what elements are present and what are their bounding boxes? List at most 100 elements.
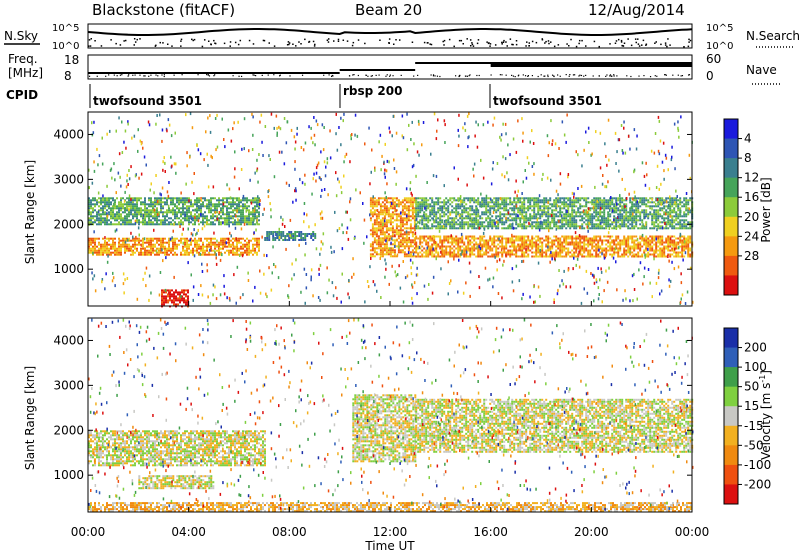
heatmap-cell <box>443 201 446 204</box>
freq-panel: Freq. [MHz] 18 8 60 0 Nave <box>8 52 780 85</box>
heatmap-cell <box>156 217 158 220</box>
heatmap-cell <box>585 239 588 242</box>
heatmap-cell <box>583 247 586 250</box>
heatmap-cell <box>635 223 638 226</box>
heatmap-cell <box>150 241 152 244</box>
heatmap-cell <box>567 253 570 256</box>
heatmap-cell <box>371 201 374 204</box>
heatmap-cell <box>493 241 496 244</box>
heatmap-cell <box>567 223 570 226</box>
heatmap-cell <box>375 219 378 222</box>
heatmap-cell <box>595 203 598 206</box>
heatmap-cell <box>152 205 154 208</box>
heatmap-cell <box>531 197 534 200</box>
heatmap-cell <box>126 221 128 224</box>
heatmap-cell <box>184 211 186 214</box>
heatmap-cell <box>216 207 218 210</box>
heatmap-cell <box>553 255 556 258</box>
heatmap-cell <box>184 207 186 210</box>
heatmap-cell <box>521 209 524 212</box>
heatmap-cell <box>553 253 556 256</box>
heatmap-cell <box>142 245 144 248</box>
heatmap-cell <box>411 241 414 244</box>
heatmap-cell <box>172 249 174 252</box>
heatmap-cell <box>497 223 500 226</box>
heatmap-cell <box>615 245 618 248</box>
noise-search-dot <box>642 39 645 42</box>
noise-search-dot <box>667 38 669 40</box>
heatmap-cell <box>393 197 396 200</box>
heatmap-cell <box>519 239 522 242</box>
heatmap-cell <box>533 205 536 208</box>
heatmap-cell <box>218 197 220 200</box>
heatmap-cell <box>196 209 198 212</box>
heatmap-cell <box>185 295 187 298</box>
noise-search-dot <box>427 42 429 44</box>
heatmap-cell <box>651 239 654 242</box>
heatmap-cell <box>164 223 166 226</box>
heatmap-cell <box>495 235 498 238</box>
heatmap-cell <box>246 197 248 200</box>
heatmap-cell <box>250 217 252 220</box>
heatmap-cell <box>162 197 164 200</box>
heatmap-cell <box>252 217 254 220</box>
heatmap-cell <box>503 221 506 224</box>
heatmap-cell <box>493 205 496 208</box>
heatmap-cell <box>599 225 602 228</box>
heatmap-cell <box>379 225 382 228</box>
heatmap-cell <box>118 251 120 254</box>
heatmap-cell <box>559 249 562 252</box>
heatmap-cell <box>250 249 252 252</box>
heatmap-cell <box>180 219 182 222</box>
heatmap-cell <box>232 221 234 224</box>
heatmap-cell <box>96 203 98 206</box>
heatmap-cell <box>593 241 596 244</box>
heatmap-cell <box>256 239 258 242</box>
heatmap-cell <box>513 245 516 248</box>
heatmap-cell <box>613 243 616 246</box>
heatmap-cell <box>218 201 220 204</box>
heatmap-cell <box>623 203 626 206</box>
heatmap-cell <box>633 253 636 256</box>
heatmap-cell <box>627 243 630 246</box>
heatmap-cell <box>471 237 474 240</box>
heatmap-cell <box>631 211 634 214</box>
nave-dot <box>365 74 367 76</box>
heatmap-cell <box>210 247 212 250</box>
heatmap-cell <box>645 211 648 214</box>
heatmap-cell <box>547 219 550 222</box>
heatmap-cell <box>112 211 114 214</box>
nave-dot <box>328 74 330 76</box>
heatmap-cell <box>643 201 646 204</box>
heatmap-cell <box>593 215 596 218</box>
noise-search-dot <box>535 41 538 44</box>
nave-dot <box>370 75 372 77</box>
nave-dot <box>289 75 291 77</box>
heatmap-cell <box>116 205 118 208</box>
heatmap-cell <box>467 255 470 258</box>
heatmap-cell <box>541 245 544 248</box>
heatmap-cell <box>150 215 152 218</box>
heatmap-cell <box>290 233 293 235</box>
heatmap-cell <box>256 251 258 254</box>
heatmap-cell <box>547 223 550 226</box>
heatmap-cell <box>170 217 172 220</box>
heatmap-cell <box>571 213 574 216</box>
heatmap-cell <box>431 211 434 214</box>
heatmap-cell <box>200 209 202 212</box>
heatmap-cell <box>244 249 246 252</box>
heatmap-cell <box>507 227 510 230</box>
noise-search-dot <box>494 44 497 46</box>
heatmap-cell <box>587 197 590 200</box>
heatmap-cell <box>104 199 106 202</box>
heatmap-cell <box>419 255 422 258</box>
heatmap-cell <box>529 213 532 216</box>
heatmap-cell <box>399 219 402 222</box>
heatmap-cell <box>513 211 516 214</box>
heatmap-cell <box>401 205 404 208</box>
heatmap-cell <box>483 235 486 238</box>
heatmap-cell <box>210 201 212 204</box>
heatmap-cell <box>302 233 305 235</box>
heatmap-cell <box>623 237 626 240</box>
heatmap-cell <box>140 247 142 250</box>
